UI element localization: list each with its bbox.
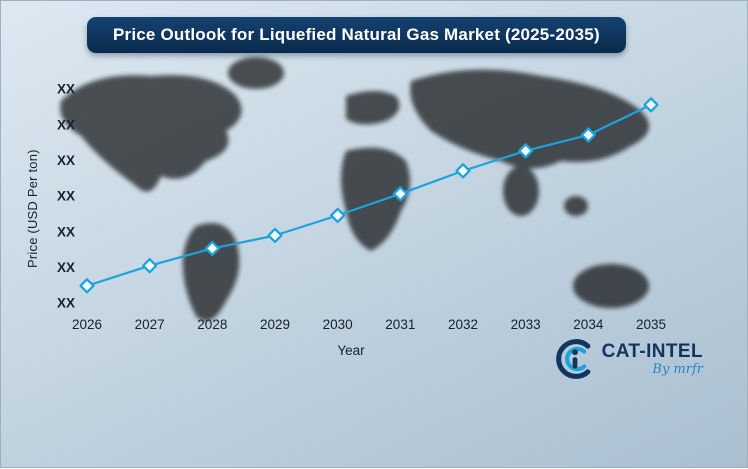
x-tick-label: 2030 xyxy=(323,317,353,332)
data-point-marker xyxy=(643,97,659,113)
logo-byline: By mrfr xyxy=(652,362,703,377)
y-tick-label: XX xyxy=(57,117,75,132)
logo-text: CAT-INTEL xyxy=(601,341,703,362)
data-point-marker xyxy=(580,127,596,143)
y-tick-label: XX xyxy=(57,224,75,239)
x-tick-label: 2032 xyxy=(448,317,478,332)
data-point-marker xyxy=(455,163,471,179)
x-tick-label: 2029 xyxy=(260,317,290,332)
data-point-marker xyxy=(142,258,158,274)
data-point-marker xyxy=(204,240,220,257)
chart-title-banner: Price Outlook for Liquefied Natural Gas … xyxy=(87,17,626,53)
y-tick-label: XX xyxy=(57,260,75,275)
data-point-marker xyxy=(267,227,283,244)
brand-logo: CAT-INTEL By mrfr xyxy=(553,335,703,383)
x-tick-label: 2031 xyxy=(385,317,415,332)
price-line-chart: XX XX XX XX XX XX XX 2026 2027 2028 2029 2030 2031 20… xyxy=(57,82,666,332)
x-tick-label: 2027 xyxy=(135,317,165,332)
y-tick-label: XX xyxy=(57,296,75,311)
x-tick-label: 2034 xyxy=(573,317,604,332)
data-point-marker xyxy=(392,186,408,202)
price-trend-line xyxy=(85,103,653,287)
x-axis-label: Year xyxy=(337,343,365,358)
y-tick-label: XX xyxy=(57,153,75,168)
x-tick-label: 2026 xyxy=(72,317,102,332)
x-tick-label: 2028 xyxy=(197,317,227,332)
data-point-marker xyxy=(79,278,95,294)
y-tick-label: XX xyxy=(57,189,75,204)
x-tick-label: 2035 xyxy=(636,317,666,332)
cat-intel-logo-icon xyxy=(555,339,590,379)
logo-text-block: CAT-INTEL By mrfr xyxy=(602,341,703,377)
data-point-marker xyxy=(518,143,534,159)
y-tick-label: XX xyxy=(57,82,75,97)
data-point-marker xyxy=(330,207,346,224)
chart-title: Price Outlook for Liquefied Natural Gas … xyxy=(113,25,600,44)
x-tick-label: 2033 xyxy=(511,317,541,332)
